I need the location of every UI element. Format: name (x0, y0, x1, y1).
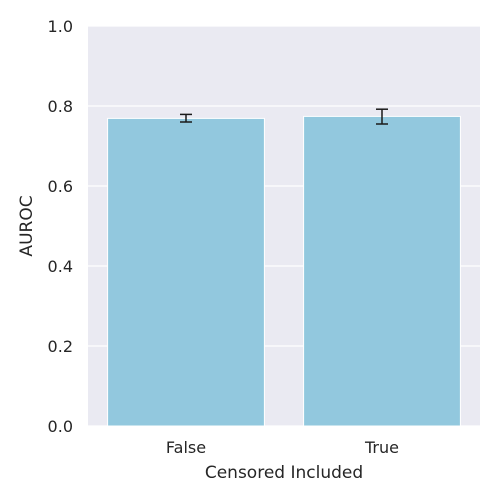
x-axis-label: Censored Included (205, 463, 363, 483)
y-tick-label: 0.4 (48, 257, 73, 276)
x-axis-ticks: False True (166, 438, 399, 457)
y-tick-label: 0.6 (48, 177, 73, 196)
bar-false (108, 118, 265, 426)
bar-true (304, 116, 461, 426)
y-axis-label: AUROC (17, 195, 37, 256)
y-tick-label: 0.2 (48, 337, 73, 356)
y-tick-label: 0.8 (48, 97, 73, 116)
y-tick-label: 0.0 (48, 417, 73, 436)
y-axis-ticks: 0.0 0.2 0.4 0.6 0.8 1.0 (48, 17, 73, 436)
x-tick-label: True (364, 438, 399, 457)
y-tick-label: 1.0 (48, 17, 73, 36)
x-tick-label: False (166, 438, 206, 457)
